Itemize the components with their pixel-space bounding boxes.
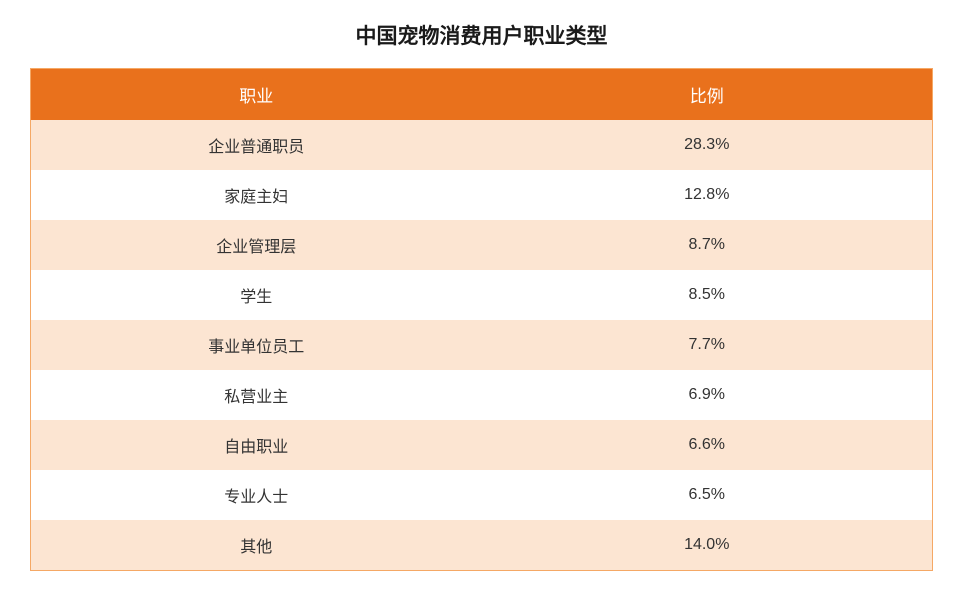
cell-occupation: 事业单位员工 xyxy=(31,320,482,370)
cell-occupation: 专业人士 xyxy=(31,470,482,520)
table-row: 专业人士 6.5% xyxy=(31,470,933,520)
cell-occupation: 学生 xyxy=(31,270,482,320)
table-header-row: 职业 比例 xyxy=(31,69,933,121)
table-row: 事业单位员工 7.7% xyxy=(31,320,933,370)
column-header-ratio: 比例 xyxy=(482,69,933,121)
table-row: 自由职业 6.6% xyxy=(31,420,933,470)
table-row: 企业普通职员 28.3% xyxy=(31,120,933,170)
cell-occupation: 企业普通职员 xyxy=(31,120,482,170)
table-row: 企业管理层 8.7% xyxy=(31,220,933,270)
cell-occupation: 私营业主 xyxy=(31,370,482,420)
cell-ratio: 12.8% xyxy=(482,170,933,220)
table-row: 学生 8.5% xyxy=(31,270,933,320)
cell-ratio: 6.6% xyxy=(482,420,933,470)
cell-ratio: 8.5% xyxy=(482,270,933,320)
cell-occupation: 家庭主妇 xyxy=(31,170,482,220)
cell-ratio: 14.0% xyxy=(482,520,933,571)
cell-occupation: 其他 xyxy=(31,520,482,571)
table-row: 家庭主妇 12.8% xyxy=(31,170,933,220)
column-header-occupation: 职业 xyxy=(31,69,482,121)
cell-occupation: 自由职业 xyxy=(31,420,482,470)
cell-ratio: 28.3% xyxy=(482,120,933,170)
table-row: 其他 14.0% xyxy=(31,520,933,571)
cell-ratio: 8.7% xyxy=(482,220,933,270)
cell-occupation: 企业管理层 xyxy=(31,220,482,270)
table-title: 中国宠物消费用户职业类型 xyxy=(30,20,933,50)
cell-ratio: 7.7% xyxy=(482,320,933,370)
occupation-table: 职业 比例 企业普通职员 28.3% 家庭主妇 12.8% 企业管理层 8.7%… xyxy=(30,68,933,571)
table-row: 私营业主 6.9% xyxy=(31,370,933,420)
cell-ratio: 6.5% xyxy=(482,470,933,520)
cell-ratio: 6.9% xyxy=(482,370,933,420)
